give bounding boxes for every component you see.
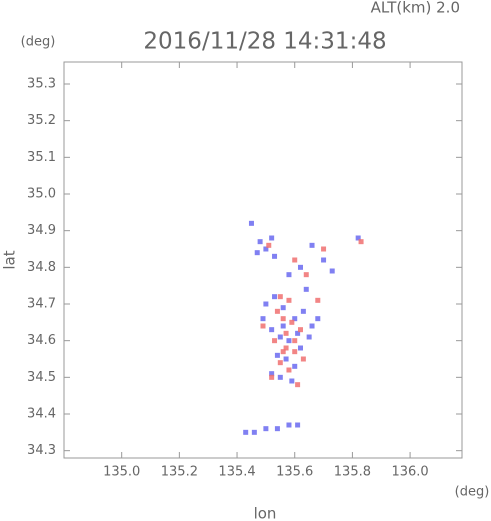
echo-point bbox=[277, 374, 283, 380]
x-tick-label: 135.6 bbox=[276, 465, 313, 480]
echo-point bbox=[277, 294, 283, 300]
echo-point bbox=[257, 239, 263, 245]
y-tick-label: 34.5 bbox=[27, 370, 56, 385]
echo-point bbox=[260, 316, 266, 322]
echo-point bbox=[274, 352, 280, 358]
echo-point bbox=[292, 349, 298, 355]
echo-point bbox=[297, 345, 303, 351]
plot-frame bbox=[63, 61, 463, 459]
echo-point bbox=[289, 319, 295, 325]
echo-point bbox=[295, 382, 301, 388]
y-axis-label: lat bbox=[1, 250, 19, 269]
echo-point bbox=[269, 235, 275, 241]
echo-point bbox=[306, 334, 312, 340]
echo-point bbox=[269, 371, 275, 377]
y-unit: (deg) bbox=[21, 35, 56, 50]
echo-point bbox=[272, 294, 278, 300]
y-tick-label: 34.4 bbox=[27, 407, 56, 422]
echo-point bbox=[277, 334, 283, 340]
echo-point bbox=[286, 338, 292, 344]
x-unit: (deg) bbox=[455, 485, 490, 500]
echo-point bbox=[266, 242, 272, 248]
echo-point bbox=[292, 363, 298, 369]
echo-point bbox=[248, 220, 254, 226]
echo-point bbox=[300, 308, 306, 314]
echo-point bbox=[295, 330, 301, 336]
echo-point bbox=[277, 360, 283, 366]
echo-point bbox=[274, 426, 280, 432]
chart-title: 2016/11/28 14:31:48 bbox=[143, 29, 386, 55]
x-tick-label: 135.8 bbox=[334, 465, 371, 480]
echo-point bbox=[315, 297, 321, 303]
echo-point bbox=[274, 308, 280, 314]
echo-point bbox=[280, 323, 286, 329]
y-tick-label: 35.3 bbox=[27, 77, 56, 92]
echo-point bbox=[283, 356, 289, 362]
echo-point bbox=[269, 374, 275, 380]
echo-point bbox=[280, 305, 286, 311]
x-tick-label: 135.2 bbox=[161, 465, 198, 480]
x-tick-label: 136.0 bbox=[391, 465, 428, 480]
echo-point bbox=[251, 429, 257, 435]
echo-point bbox=[283, 345, 289, 351]
echo-point bbox=[297, 264, 303, 270]
echo-point bbox=[286, 272, 292, 278]
echo-point bbox=[286, 367, 292, 373]
y-tick-label: 35.1 bbox=[27, 150, 56, 165]
echo-point bbox=[280, 349, 286, 355]
echo-point bbox=[280, 316, 286, 322]
echo-point bbox=[315, 316, 321, 322]
echo-point bbox=[295, 422, 301, 428]
echo-point bbox=[289, 378, 295, 384]
echo-point bbox=[309, 242, 315, 248]
echo-point bbox=[260, 323, 266, 329]
echo-point bbox=[286, 297, 292, 303]
echo-point bbox=[329, 268, 335, 274]
y-tick-label: 34.8 bbox=[27, 260, 56, 275]
echo-point bbox=[286, 422, 292, 428]
echo-point bbox=[292, 257, 298, 263]
echo-point bbox=[303, 272, 309, 278]
echo-point bbox=[297, 327, 303, 333]
x-tick-label: 135.0 bbox=[103, 465, 140, 480]
echo-point bbox=[269, 327, 275, 333]
echo-point bbox=[283, 330, 289, 336]
echo-point bbox=[292, 316, 298, 322]
echo-point bbox=[272, 338, 278, 344]
echo-point bbox=[358, 239, 364, 245]
y-tick-label: 34.6 bbox=[27, 333, 56, 348]
echo-point bbox=[309, 323, 315, 329]
altitude-label: ALT(km) 2.0 bbox=[371, 0, 460, 17]
x-tick-label: 135.4 bbox=[218, 465, 255, 480]
echo-point bbox=[300, 356, 306, 362]
x-axis-label: lon bbox=[254, 505, 277, 521]
echo-point bbox=[263, 246, 269, 252]
echo-point bbox=[272, 253, 278, 259]
echo-point bbox=[303, 286, 309, 292]
y-tick-label: 34.3 bbox=[27, 443, 56, 458]
echo-point bbox=[321, 246, 327, 252]
y-tick-label: 34.9 bbox=[27, 223, 56, 238]
y-tick-label: 34.7 bbox=[27, 297, 56, 312]
y-tick-label: 35.2 bbox=[27, 113, 56, 128]
echo-point bbox=[321, 257, 327, 263]
echo-point bbox=[355, 235, 361, 241]
echo-point bbox=[263, 426, 269, 432]
echo-point bbox=[243, 429, 249, 435]
echo-point bbox=[292, 338, 298, 344]
y-tick-label: 35.0 bbox=[27, 187, 56, 202]
echo-point bbox=[254, 250, 260, 256]
echo-point bbox=[263, 301, 269, 307]
